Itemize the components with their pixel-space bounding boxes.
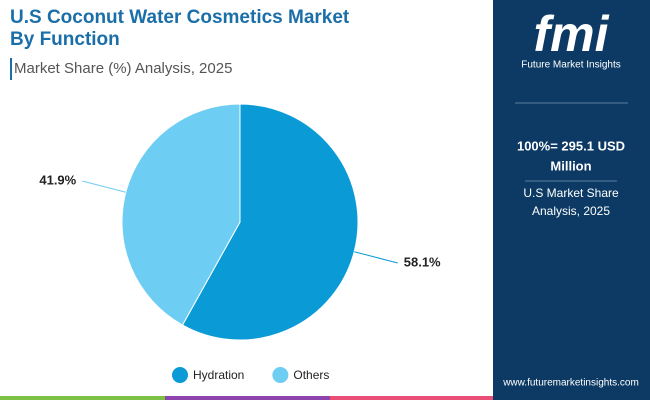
pie-slice [181,103,359,341]
legend-label: Hydration [193,368,244,382]
legend-swatch [272,367,289,383]
legend-label: Others [293,368,329,382]
website: www.futuremarketinsights.com [502,378,639,389]
subtitle-accent [10,58,12,80]
data-label: 58.1% [404,254,441,269]
pie-slice [121,103,241,326]
footer-stripe [0,396,165,400]
logo: fmi [534,6,610,62]
brand: Future Market Insights [521,60,620,71]
total: 100%= 295.1 USD [517,138,625,153]
chart-title: By Function [10,29,120,50]
note: U.S Market Share [523,186,619,200]
legend: Hydration Others [172,367,329,383]
footer-stripe [330,396,493,400]
note: Analysis, 2025 [532,204,610,218]
data-label: 41.9% [39,172,76,187]
total: Million [550,158,591,173]
side-panel [493,0,650,400]
chart-title: U.S Coconut Water Cosmetics Market [10,7,350,28]
chart-subtitle: Market Share (%) Analysis, 2025 [14,60,232,77]
leader-line [354,251,398,264]
leader-line [82,180,126,193]
pie: 58.1% 41.9% [39,103,441,341]
footer-stripe [165,396,330,400]
legend-swatch [172,367,188,383]
